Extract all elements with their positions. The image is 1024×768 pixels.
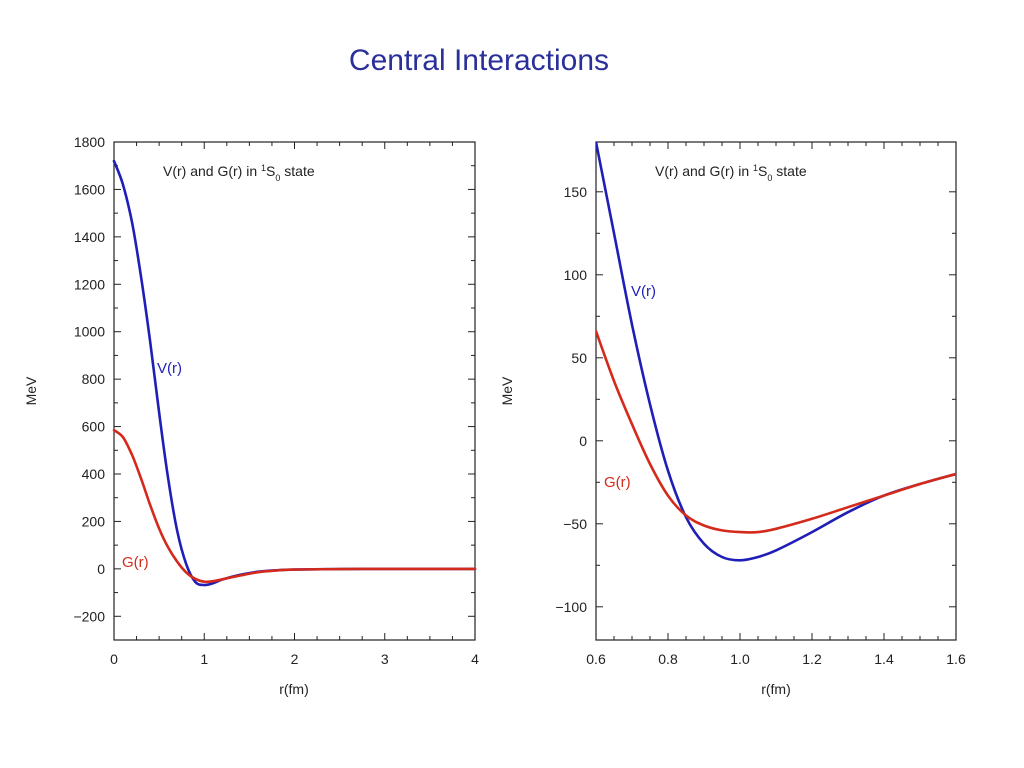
y-tick-label: 1800 — [74, 134, 105, 150]
x-tick-label: 2 — [291, 651, 299, 667]
x-tick-label: 3 — [381, 651, 389, 667]
x-axis: 0 1 2 3 4 — [110, 142, 479, 667]
y-tick-label: 0 — [579, 433, 587, 449]
y-axis: −200 0 200 400 600 800 1000 1200 1400 1600 1800 — [73, 134, 475, 624]
y-tick-label: 0 — [97, 561, 105, 577]
y-tick-label: 1000 — [74, 324, 105, 340]
chart-right: −100 −50 0 50 100 150 0.6 0.8 1.0 1.2 1.4 1.6 V(r)… — [499, 141, 966, 697]
x-axis-label: r(fm) — [279, 681, 309, 697]
x-tick-label: 1.6 — [946, 651, 966, 667]
y-tick-label: 600 — [82, 419, 106, 435]
y-tick-label: 800 — [82, 371, 106, 387]
plot-frame — [113, 141, 476, 641]
y-tick-label: 200 — [82, 513, 106, 529]
series-label-g: G(r) — [122, 554, 149, 571]
y-tick-label: −50 — [563, 516, 587, 532]
x-tick-label: 1 — [200, 651, 208, 667]
y-axis: −100 −50 0 50 100 150 — [555, 184, 956, 615]
x-axis-label: r(fm) — [761, 681, 791, 697]
y-tick-label: 100 — [564, 267, 588, 283]
y-tick-label: 50 — [571, 350, 587, 366]
chart-left: −200 0 200 400 600 800 1000 1200 1400 1600 1800 0 1… — [23, 134, 479, 697]
x-tick-label: 1.4 — [874, 651, 894, 667]
chart-title: V(r) and G(r) in 1S0 state — [163, 163, 315, 183]
series-line-v — [596, 142, 956, 562]
series-line-g — [112, 428, 477, 584]
y-tick-label: 400 — [82, 466, 106, 482]
series-group — [112, 159, 477, 587]
series-group — [596, 142, 956, 562]
x-axis: 0.6 0.8 1.0 1.2 1.4 1.6 — [586, 142, 966, 667]
slide-title: Central Interactions — [348, 44, 610, 77]
y-tick-label: 1200 — [74, 276, 105, 292]
y-tick-label: −200 — [73, 608, 105, 624]
chart-title: V(r) and G(r) in 1S0 state — [655, 163, 807, 183]
series-label-v: V(r) — [157, 360, 182, 377]
x-tick-label: 0 — [110, 651, 118, 667]
y-axis-label: MeV — [499, 376, 515, 405]
plot-frame — [595, 141, 957, 641]
x-tick-label: 0.6 — [586, 651, 606, 667]
y-tick-label: 1400 — [74, 229, 105, 245]
x-tick-label: 1.2 — [802, 651, 822, 667]
y-tick-label: 1600 — [74, 181, 105, 197]
x-tick-label: 1.0 — [730, 651, 750, 667]
series-label-g: G(r) — [604, 474, 631, 491]
y-axis-label: MeV — [23, 376, 39, 405]
series-line-g — [596, 329, 956, 534]
series-label-v: V(r) — [631, 283, 656, 300]
x-tick-label: 0.8 — [658, 651, 678, 667]
y-tick-label: 150 — [564, 184, 588, 200]
y-tick-label: −100 — [555, 599, 587, 615]
x-tick-label: 4 — [471, 651, 479, 667]
